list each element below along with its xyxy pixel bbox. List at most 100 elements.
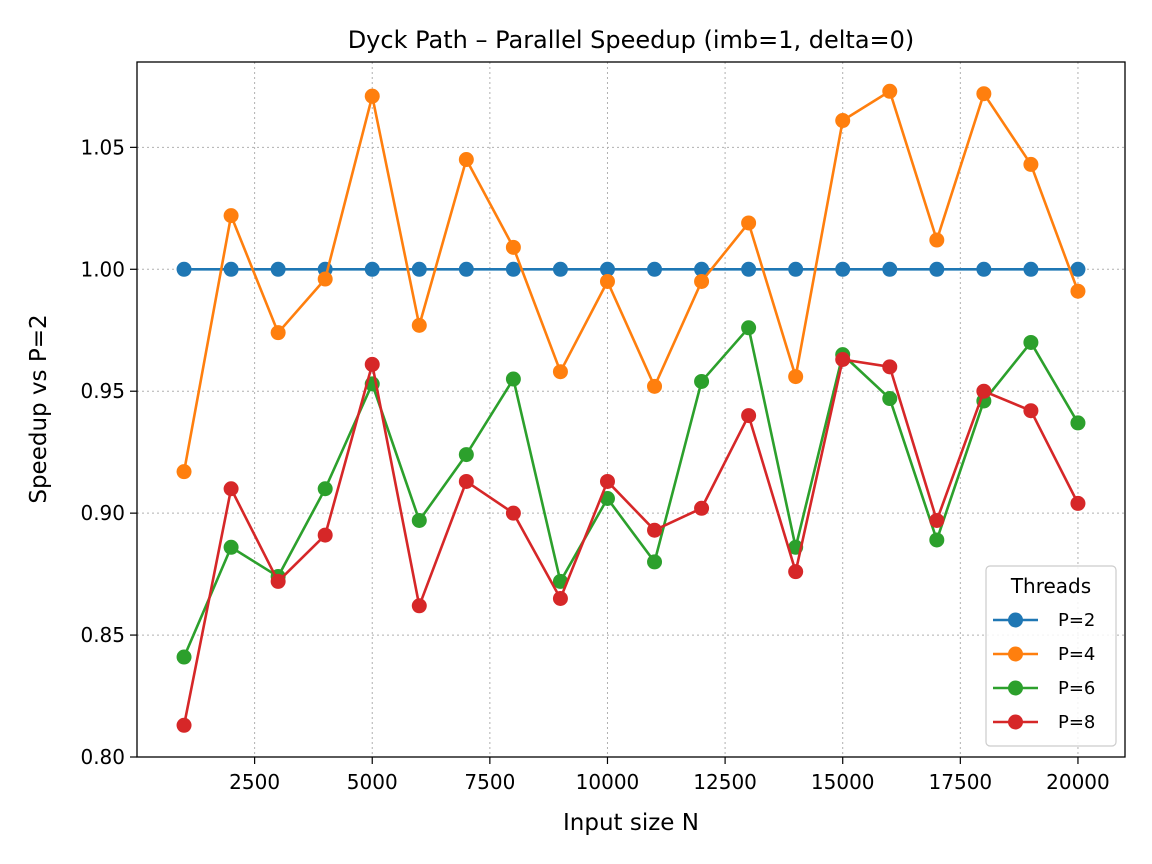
- data-point-p4: [835, 113, 851, 129]
- y-tick-label: 1.05: [80, 135, 125, 159]
- data-point-p4: [1023, 156, 1039, 172]
- data-point-p8: [647, 522, 663, 538]
- y-tick-label: 0.95: [80, 379, 125, 403]
- data-point-p4: [458, 152, 474, 168]
- data-point-p4: [741, 215, 757, 231]
- data-point-p4: [882, 83, 898, 99]
- x-tick-label: 2500: [229, 770, 280, 794]
- data-point-p8: [1023, 403, 1039, 419]
- grid-lines: [137, 62, 1125, 758]
- legend-entries: P=2 P=4 P=6 P=8: [993, 610, 1095, 733]
- data-point-p8: [882, 359, 898, 375]
- legend-entry-p2: P=2: [993, 610, 1095, 631]
- data-point-p6: [505, 371, 521, 387]
- legend-label: P=6: [1058, 678, 1095, 699]
- series-p6: [176, 320, 1086, 665]
- data-point-p6: [176, 649, 192, 665]
- y-tick-label: 0.80: [80, 745, 125, 769]
- y-tick-label: 1.00: [80, 257, 125, 281]
- data-point-p6: [223, 539, 239, 555]
- y-tick-label: 0.85: [80, 623, 125, 647]
- data-point-p4: [976, 86, 992, 102]
- data-point-p8: [741, 408, 757, 424]
- data-point-p2: [364, 261, 380, 277]
- data-point-p6: [1070, 415, 1086, 431]
- x-axis: 2500 5000 7500 10000 12500 15000 17500 20000: [229, 757, 1110, 794]
- legend-label: P=4: [1058, 644, 1095, 665]
- data-point-p8: [505, 505, 521, 521]
- x-tick-label: 17500: [929, 770, 993, 794]
- x-tick-label: 12500: [693, 770, 757, 794]
- data-point-p8: [599, 473, 615, 489]
- series-p4: [176, 83, 1086, 480]
- plot-frame: [136, 61, 1126, 758]
- data-point-p8: [270, 573, 286, 589]
- legend-frame: [985, 565, 1117, 747]
- y-axis: 0.80 0.85 0.90 0.95 1.00 1.05: [80, 135, 137, 769]
- data-point-p2: [929, 261, 945, 277]
- data-point-p2: [835, 261, 851, 277]
- legend: Threads P=2 P=4 P=6 P=8: [985, 565, 1117, 747]
- data-point-p8: [458, 473, 474, 489]
- data-point-p2: [882, 261, 898, 277]
- data-point-p4: [364, 88, 380, 104]
- series-p8: [176, 352, 1086, 733]
- data-point-p6: [694, 373, 710, 389]
- series-p2: [176, 261, 1086, 277]
- chart-title: Dyck Path – Parallel Speedup (imb=1, del…: [348, 26, 915, 54]
- data-point-p8: [976, 383, 992, 399]
- data-point-p2: [505, 261, 521, 277]
- legend-label: P=8: [1058, 712, 1095, 733]
- data-point-p6: [552, 573, 568, 589]
- data-point-p2: [176, 261, 192, 277]
- series-line-p4: [182, 89, 1080, 472]
- data-point-p8: [317, 527, 333, 543]
- x-tick-label: 15000: [811, 770, 875, 794]
- data-point-p8: [223, 481, 239, 497]
- legend-label: P=2: [1058, 610, 1095, 631]
- series-line-p8: [182, 358, 1080, 726]
- data-point-p8: [1070, 495, 1086, 511]
- series-line-p6: [182, 326, 1080, 658]
- data-point-p4: [176, 464, 192, 480]
- legend-swatch-marker: [1008, 646, 1023, 662]
- x-tick-label: 20000: [1046, 770, 1110, 794]
- data-point-p6: [647, 554, 663, 570]
- data-point-p2: [223, 261, 239, 277]
- data-point-p8: [411, 598, 427, 614]
- legend-swatch-marker: [1008, 612, 1023, 628]
- data-point-p6: [882, 391, 898, 407]
- data-point-p4: [1070, 283, 1086, 299]
- data-point-p4: [223, 208, 239, 224]
- data-point-p6: [317, 481, 333, 497]
- series-layer: [176, 83, 1086, 733]
- data-point-p6: [741, 320, 757, 336]
- data-point-p4: [599, 273, 615, 289]
- data-point-p8: [929, 512, 945, 528]
- data-point-p6: [929, 532, 945, 548]
- legend-entry-p6: P=6: [993, 678, 1095, 699]
- data-point-p4: [505, 239, 521, 255]
- data-point-p2: [976, 261, 992, 277]
- data-point-p6: [599, 491, 615, 507]
- data-point-p2: [1070, 261, 1086, 277]
- data-point-p2: [694, 261, 710, 277]
- data-point-p2: [788, 261, 804, 277]
- x-tick-label: 5000: [347, 770, 398, 794]
- x-tick-label: 7500: [464, 770, 515, 794]
- data-point-p6: [1023, 334, 1039, 350]
- data-point-p4: [929, 232, 945, 248]
- data-point-p8: [694, 500, 710, 516]
- data-point-p2: [741, 261, 757, 277]
- data-point-p8: [364, 356, 380, 372]
- data-point-p2: [599, 261, 615, 277]
- data-point-p8: [176, 717, 192, 733]
- legend-entry-p4: P=4: [993, 644, 1095, 665]
- data-point-p2: [552, 261, 568, 277]
- data-point-p4: [788, 369, 804, 385]
- data-point-p4: [694, 273, 710, 289]
- data-point-p6: [458, 447, 474, 463]
- data-point-p4: [411, 317, 427, 333]
